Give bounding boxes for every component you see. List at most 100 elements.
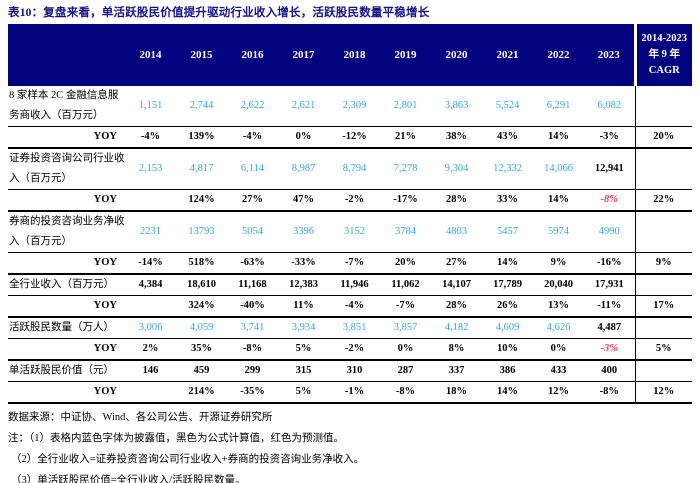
year-header: 2023 [584,24,635,86]
value-cell: 7,278 [393,163,418,174]
table-header: 2014 2015 2016 2017 2018 2019 2020 2021 2022 2023… [8,24,692,86]
value-cell: -17% [393,194,418,205]
year-header: 2016 [227,24,278,86]
value-cell: 12,332 [493,163,522,174]
value-cell: 2,621 [291,100,316,111]
value-cell: -40% [240,300,265,311]
value-cell: 8% [448,343,465,354]
cagr-header-line: CAGR [648,65,680,77]
value-cell: 324% [188,300,215,311]
value-cell: -4% [344,300,365,311]
value-cell: -14% [138,257,163,268]
value-cell: 13% [548,300,569,311]
row-label: YOY [93,343,117,354]
value-cell: 315 [295,365,312,376]
value-cell: 27% [446,257,467,268]
year-header: 2015 [176,24,227,86]
value-cell: 310 [346,365,363,376]
value-cell: -8% [599,386,619,397]
value-cell: 2% [142,343,159,354]
value-cell: 3784 [395,226,416,237]
value-cell: 3,741 [240,322,265,333]
value-cell: 0% [550,343,567,354]
value-cell: 124% [188,194,215,205]
note-2: （2）全行业收入=证券投资咨询公司行业收入+券商的投资咨询业务净收入。 [11,454,365,465]
value-cell: -7% [395,300,416,311]
value-cell: 20% [395,257,416,268]
value-cell: 5457 [497,226,518,237]
value-cell: -3% [600,343,619,354]
cagr-header-line: 年 9 年 [648,48,681,60]
value-cell: 38% [446,131,467,142]
value-cell: 337 [448,365,465,376]
value-cell: -3% [599,131,619,142]
value-cell: -11% [597,300,622,311]
year-header: 2018 [329,24,380,86]
value-cell: 4,817 [189,163,214,174]
value-cell: 2,744 [189,100,214,111]
cagr-cell: 5% [634,338,692,360]
data-row: 券商的投资咨询业务净收入（百万元） 2231 13793 5054 3396 3152 37… [8,211,692,253]
row-label: 券商的投资咨询业务净收入（百万元） [9,216,125,247]
value-cell: -7% [344,257,365,268]
value-cell: 4990 [598,226,620,237]
value-cell: 3,857 [393,322,418,333]
yoy-row: YOY 124% 27% 47% -2% -17% 28% 33% 14% -8% 22% [8,189,692,212]
row-label: YOY [93,131,117,142]
cagr-cell: 17% [634,295,692,317]
note-1: 注：（1）表格内蓝色字体为披露值，黑色为公式计算值，红色为预测值。 [8,433,344,444]
year-header: 2014 [125,24,176,86]
value-cell: 5974 [548,226,569,237]
value-cell: 6,291 [546,100,571,111]
note-3: （3）单活跃股民价值=全行业收入/活跃股民数量。 [11,475,246,483]
value-cell: 400 [601,365,618,376]
value-cell: 10% [497,343,518,354]
value-cell: -16% [597,257,622,268]
value-cell: 2,153 [138,163,163,174]
value-cell: 3396 [293,226,314,237]
value-cell: 11,062 [391,279,420,290]
value-cell: 433 [550,365,567,376]
year-header: 2021 [482,24,533,86]
value-cell: 8,987 [291,163,316,174]
row-label: 全行业收入（百万元） [9,279,114,290]
value-cell: 4,626 [546,322,571,333]
data-row: 全行业收入（百万元） 4,384 18,610 11,168 12,383 11,946 1… [8,274,692,296]
value-cell: 4,059 [189,322,214,333]
value-cell: 28% [446,300,467,311]
value-cell: 3,934 [291,322,316,333]
value-cell: 2,801 [393,100,418,111]
value-cell: 4,487 [597,322,622,333]
value-cell [125,190,176,212]
value-cell: 6,114 [240,163,265,174]
value-cell: 459 [193,365,210,376]
value-cell: 33% [497,194,518,205]
cagr-cell [634,148,692,190]
value-cell: 4,384 [138,279,163,290]
value-cell: 13793 [188,226,215,237]
yoy-row: YOY 214% -35% 5% -1% -8% 18% 14% 12% -8% 12% [8,381,692,403]
value-cell: 3,863 [444,100,469,111]
value-cell: 14,107 [442,279,471,290]
value-cell: 146 [142,365,159,376]
year-header: 2017 [278,24,329,86]
value-cell: -2% [344,194,365,205]
year-header: 2022 [533,24,584,86]
value-cell: 5% [295,343,312,354]
value-cell: 11% [293,300,314,311]
row-label: YOY [93,257,117,268]
data-row: 8 家样本 2C 金融信息服务商收入（百万元） 1,151 2,744 2,622 2,… [8,86,692,127]
value-cell: 5054 [242,226,263,237]
table-footnotes: 数据来源：中证协、Wind、各公司公告、开源证券研究所 注：（1）表格内蓝色字体… [8,411,692,483]
row-label: 单活跃股民价值（元） [9,365,114,376]
cagr-cell [634,86,692,127]
value-cell [125,296,176,318]
value-cell: -8% [395,386,416,397]
row-label: YOY [93,194,117,205]
value-cell: 14% [497,257,518,268]
row-label: YOY [93,386,117,397]
value-cell: 26% [497,300,518,311]
value-cell: -4% [242,131,263,142]
yoy-row: YOY 324% -40% 11% -4% -7% 28% 26% 13% -11% 17% [8,295,692,318]
value-cell: -8% [242,343,263,354]
